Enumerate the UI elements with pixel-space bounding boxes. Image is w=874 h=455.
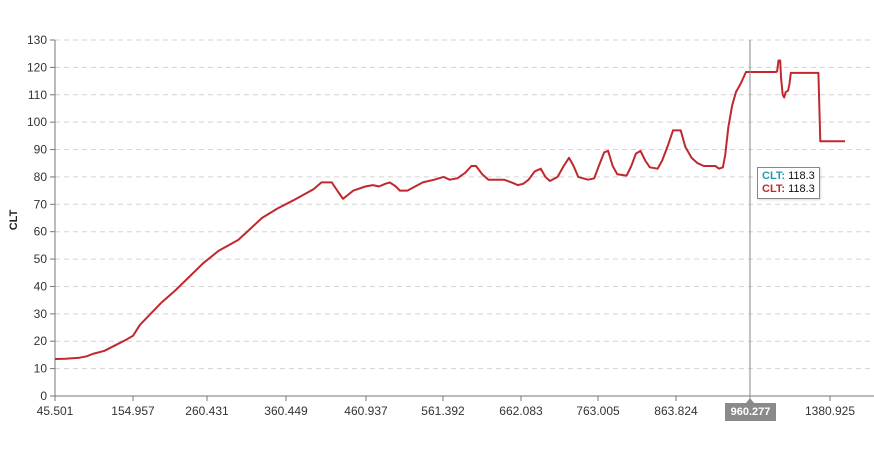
y-axis-label: CLT <box>8 209 20 230</box>
y-tick-label: 90 <box>34 143 48 157</box>
x-tick-label: 863.824 <box>654 404 698 418</box>
x-tick-labels: 45.501 154.957 260.431 360.449 460.937 561.39… <box>37 396 855 418</box>
tooltip-value-2: 118.3 <box>788 183 815 195</box>
series-layer <box>54 59 845 360</box>
value-tooltip: CLT: 118.3 CLT: 118.3 <box>757 167 820 199</box>
x-tick-label: 1380.925 <box>805 404 855 418</box>
tooltip-key-1: CLT: <box>762 170 786 182</box>
y-tick-label: 130 <box>27 33 47 47</box>
x-tick-label: 360.449 <box>264 404 308 418</box>
y-tick-labels: 0 10 20 30 40 50 60 70 80 90 100 110 120 130 <box>27 33 55 403</box>
series-line-clt <box>54 59 845 360</box>
y-tick-label: 50 <box>34 252 48 266</box>
x-tick-label: 763.005 <box>576 404 620 418</box>
y-tick-label: 40 <box>34 279 48 293</box>
tooltip-row-1: CLT: 118.3 <box>762 170 815 183</box>
x-tick-label: 154.957 <box>111 404 155 418</box>
cursor-x-label: 960.277 <box>725 403 776 421</box>
y-tick-label: 120 <box>27 60 47 74</box>
tooltip-value-1: 118.3 <box>788 170 815 182</box>
tooltip-row-2: CLT: 118.3 <box>762 183 815 196</box>
y-tick-label: 110 <box>28 88 47 102</box>
cursor-pointer <box>746 398 754 403</box>
grid-lines <box>55 39 874 370</box>
y-tick-label: 100 <box>27 115 47 129</box>
x-tick-label: 260.431 <box>185 404 229 418</box>
y-tick-label: 30 <box>34 307 48 321</box>
tooltip-key-2: CLT: <box>762 183 786 195</box>
axes <box>54 40 874 397</box>
y-tick-label: 0 <box>40 389 47 403</box>
x-tick-label: 460.937 <box>344 404 388 418</box>
y-tick-label: 10 <box>34 362 48 376</box>
y-tick-label: 70 <box>34 197 48 211</box>
y-tick-label: 20 <box>34 334 48 348</box>
y-tick-label: 60 <box>34 225 48 239</box>
x-tick-label: 45.501 <box>37 404 74 418</box>
x-tick-label: 561.392 <box>421 404 465 418</box>
y-tick-label: 80 <box>34 170 48 184</box>
x-tick-label: 662.083 <box>499 404 543 418</box>
